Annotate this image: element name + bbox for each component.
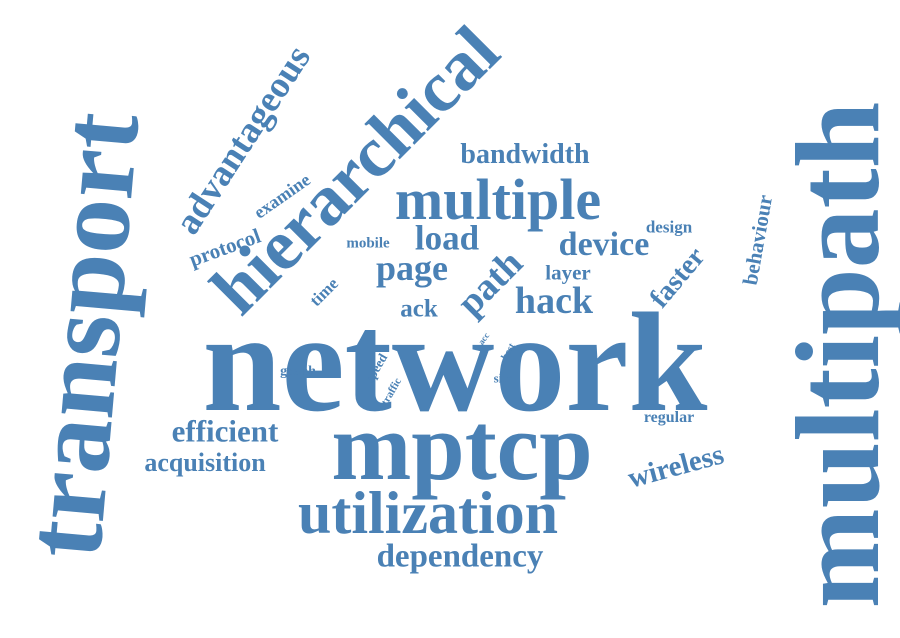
word-layer: layer: [545, 260, 591, 285]
word-bandwidth: bandwidth: [460, 139, 590, 170]
word-hack: hack: [514, 280, 594, 322]
word-utilization: utilization: [297, 480, 559, 546]
word-acquisition: acquisition: [144, 448, 266, 477]
word-mptcp: mptcp: [331, 393, 593, 500]
word-design: design: [645, 217, 693, 237]
word-multipath: multipath: [771, 101, 900, 609]
word-site: site: [493, 370, 513, 386]
word-regular: regular: [643, 409, 695, 426]
word-page: page: [376, 248, 448, 288]
word-efficient: efficient: [171, 413, 279, 449]
word-dependency: dependency: [376, 538, 544, 575]
word-multiple: multiple: [394, 167, 602, 232]
word-mobile: mobile: [346, 235, 390, 252]
word-network: network: [202, 283, 708, 441]
word-wireless: wireless: [624, 438, 728, 495]
word-graph: graph: [280, 364, 316, 379]
word-ack: ack: [400, 295, 438, 323]
word-load: load: [414, 218, 480, 258]
word-transport: transport: [1, 107, 163, 563]
word-device: device: [558, 226, 650, 263]
